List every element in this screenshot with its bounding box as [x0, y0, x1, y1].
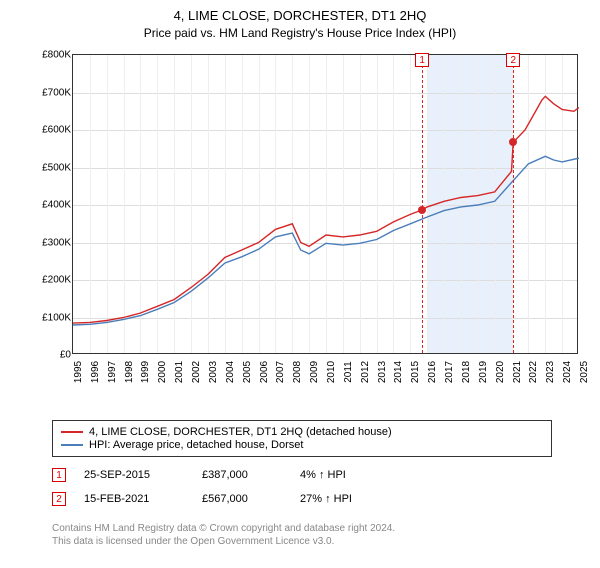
- xtick-label: 2024: [562, 361, 573, 383]
- xtick-label: 2011: [343, 361, 354, 383]
- ytick-label: £800K: [39, 50, 71, 61]
- xtick-label: 2023: [545, 361, 556, 383]
- xtick-label: 2002: [191, 361, 202, 383]
- xtick-label: 1997: [107, 361, 118, 383]
- xtick-label: 2015: [410, 361, 421, 383]
- xtick-label: 2019: [478, 361, 489, 383]
- line-canvas: [73, 55, 579, 355]
- sale-row-1: 1 25-SEP-2015 £387,000 4% ↑ HPI: [52, 468, 552, 482]
- legend-swatch-property: [61, 431, 83, 433]
- xtick-label: 1996: [90, 361, 101, 383]
- sale-row-2: 2 15-FEB-2021 £567,000 27% ↑ HPI: [52, 492, 552, 506]
- sale-marker-1-icon: 1: [52, 468, 66, 482]
- xtick-label: 2005: [242, 361, 253, 383]
- footer-line-1: Contains HM Land Registry data © Crown c…: [52, 522, 552, 535]
- footer-copyright: Contains HM Land Registry data © Crown c…: [52, 522, 552, 548]
- legend-label-property: 4, LIME CLOSE, DORCHESTER, DT1 2HQ (deta…: [89, 426, 392, 438]
- xtick-label: 2001: [174, 361, 185, 383]
- legend-entry-property: 4, LIME CLOSE, DORCHESTER, DT1 2HQ (deta…: [61, 426, 543, 438]
- chart-subtitle: Price paid vs. HM Land Registry's House …: [0, 26, 600, 40]
- xtick-label: 2018: [461, 361, 472, 383]
- sale-2-price: £567,000: [202, 493, 282, 505]
- footer-line-2: This data is licensed under the Open Gov…: [52, 535, 552, 548]
- sale-1-date: 25-SEP-2015: [84, 469, 184, 481]
- ytick-label: £200K: [39, 275, 71, 286]
- sale-2-date: 15-FEB-2021: [84, 493, 184, 505]
- sale-vline-1: [422, 55, 423, 353]
- sale-vline-2: [513, 55, 514, 353]
- sale-1-price: £387,000: [202, 469, 282, 481]
- xtick-label: 2016: [427, 361, 438, 383]
- legend-box: 4, LIME CLOSE, DORCHESTER, DT1 2HQ (deta…: [52, 420, 552, 457]
- sale-vlabel-2: 2: [506, 53, 520, 67]
- ytick-label: £400K: [39, 200, 71, 211]
- xtick-label: 1998: [124, 361, 135, 383]
- ytick-label: £100K: [39, 312, 71, 323]
- legend-entry-hpi: HPI: Average price, detached house, Dors…: [61, 439, 543, 451]
- ytick-label: £700K: [39, 87, 71, 98]
- xtick-label: 2020: [495, 361, 506, 383]
- legend-swatch-hpi: [61, 444, 83, 446]
- xtick-label: 2000: [157, 361, 168, 383]
- xtick-label: 2004: [225, 361, 236, 383]
- sale-dot-1: [418, 206, 426, 214]
- sale-marker-2-icon: 2: [52, 492, 66, 506]
- xtick-label: 1995: [73, 361, 84, 383]
- xtick-label: 2025: [579, 361, 590, 383]
- xtick-label: 2003: [208, 361, 219, 383]
- xtick-label: 2014: [393, 361, 404, 383]
- ytick-label: £600K: [39, 125, 71, 136]
- ytick-label: £0: [39, 350, 71, 361]
- xtick-label: 2012: [360, 361, 371, 383]
- sale-1-delta: 4% ↑ HPI: [300, 469, 346, 481]
- xtick-label: 2021: [512, 361, 523, 383]
- ytick-label: £300K: [39, 237, 71, 248]
- chart-area: £0£100K£200K£300K£400K£500K£600K£700K£80…: [38, 54, 578, 384]
- xtick-label: 2009: [309, 361, 320, 383]
- ytick-label: £500K: [39, 162, 71, 173]
- xtick-label: 2013: [377, 361, 388, 383]
- xtick-label: 2008: [292, 361, 303, 383]
- sale-2-delta: 27% ↑ HPI: [300, 493, 352, 505]
- sale-dot-2: [509, 138, 517, 146]
- plot-region: £0£100K£200K£300K£400K£500K£600K£700K£80…: [72, 54, 578, 354]
- xtick-label: 2006: [259, 361, 270, 383]
- legend-label-hpi: HPI: Average price, detached house, Dors…: [89, 439, 303, 451]
- xtick-label: 2017: [444, 361, 455, 383]
- series-line-property: [73, 96, 579, 323]
- xtick-label: 2010: [326, 361, 337, 383]
- sale-vlabel-1: 1: [415, 53, 429, 67]
- xtick-label: 2007: [275, 361, 286, 383]
- xtick-label: 2022: [528, 361, 539, 383]
- xtick-label: 1999: [140, 361, 151, 383]
- chart-title: 4, LIME CLOSE, DORCHESTER, DT1 2HQ: [0, 8, 600, 23]
